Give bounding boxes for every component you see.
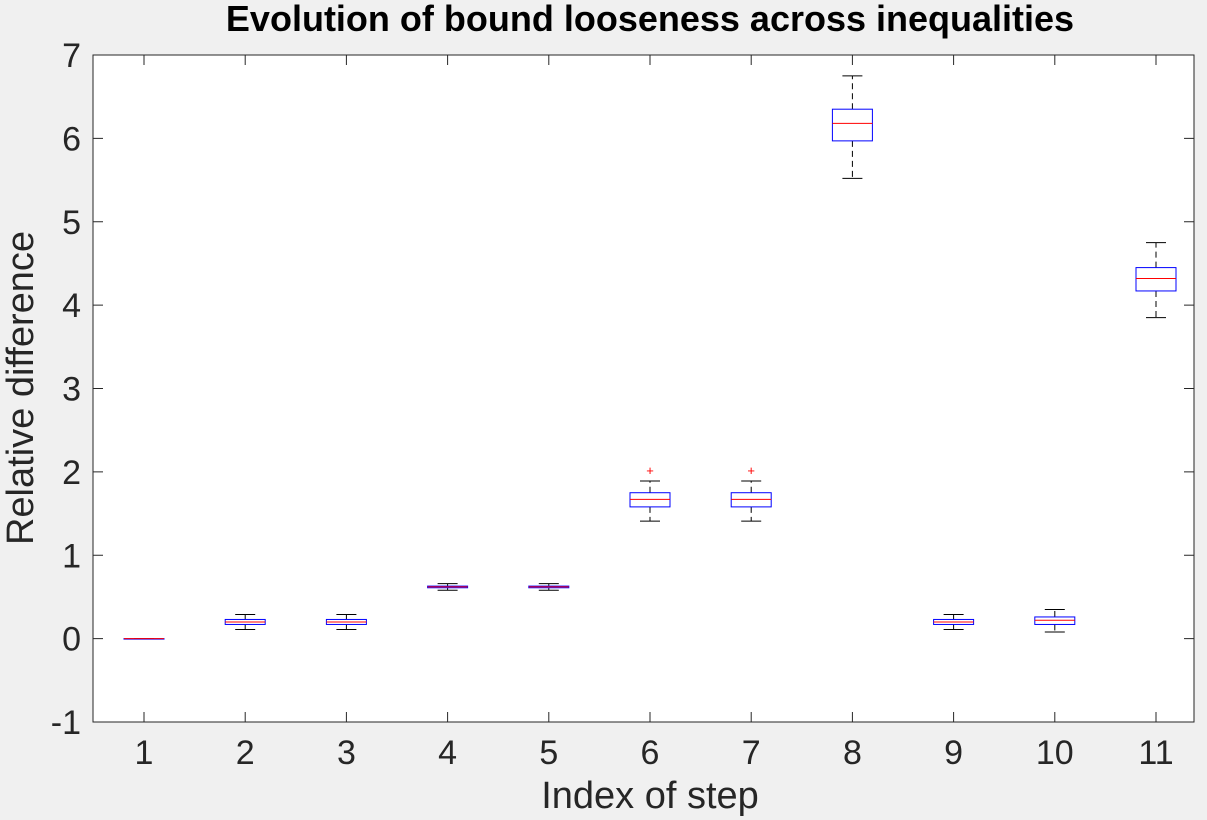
iqr-box <box>1135 267 1177 292</box>
outlier-point: + <box>747 463 755 478</box>
x-tick-label: 4 <box>438 734 457 772</box>
y-tick-label: 6 <box>62 120 81 158</box>
box-group <box>933 613 975 630</box>
box-group <box>123 638 165 640</box>
x-tick-label: 3 <box>337 734 356 772</box>
x-tick-label: 2 <box>236 734 255 772</box>
x-tick-label: 9 <box>944 734 963 772</box>
ticks-layer: -1 0 1 2 3 4 5 6 7 1 2 3 4 5 6 7 8 9 10 11 <box>51 37 1194 772</box>
box-group <box>427 583 469 591</box>
x-tick-label: 5 <box>539 734 558 772</box>
chart-title: Evolution of bound looseness across ineq… <box>226 0 1074 39</box>
x-tick-label: 1 <box>135 734 154 772</box>
y-tick-label: 1 <box>62 537 81 575</box>
box-group <box>831 75 873 179</box>
plot-area <box>93 55 1194 722</box>
outlier-point: + <box>646 463 654 478</box>
x-tick-label: 10 <box>1036 734 1074 772</box>
x-tick-label: 6 <box>641 734 660 772</box>
iqr-box <box>831 108 873 142</box>
y-tick-label: 3 <box>62 371 81 409</box>
x-tick-label: 7 <box>742 734 761 772</box>
y-tick-label: 2 <box>62 454 81 492</box>
box-group <box>1135 242 1177 319</box>
y-tick-label: 7 <box>62 37 81 75</box>
x-axis-label: Index of step <box>541 775 759 817</box>
box-group <box>1034 608 1076 633</box>
x-tick-label: 8 <box>843 734 862 772</box>
box-group <box>325 613 367 630</box>
y-tick-label: 5 <box>62 204 81 242</box>
x-tick-label: 11 <box>1138 734 1173 772</box>
plot-frame <box>92 54 1195 723</box>
y-axis-label: Relative difference <box>0 231 42 545</box>
box-group <box>528 583 570 591</box>
boxes-layer: + + <box>123 75 1177 640</box>
box-group <box>224 613 266 630</box>
y-tick-label: 4 <box>62 287 81 325</box>
box-group: + <box>629 463 671 522</box>
box-group: + <box>730 463 772 522</box>
y-tick-label: -1 <box>51 704 81 742</box>
y-tick-label: 0 <box>62 621 81 659</box>
